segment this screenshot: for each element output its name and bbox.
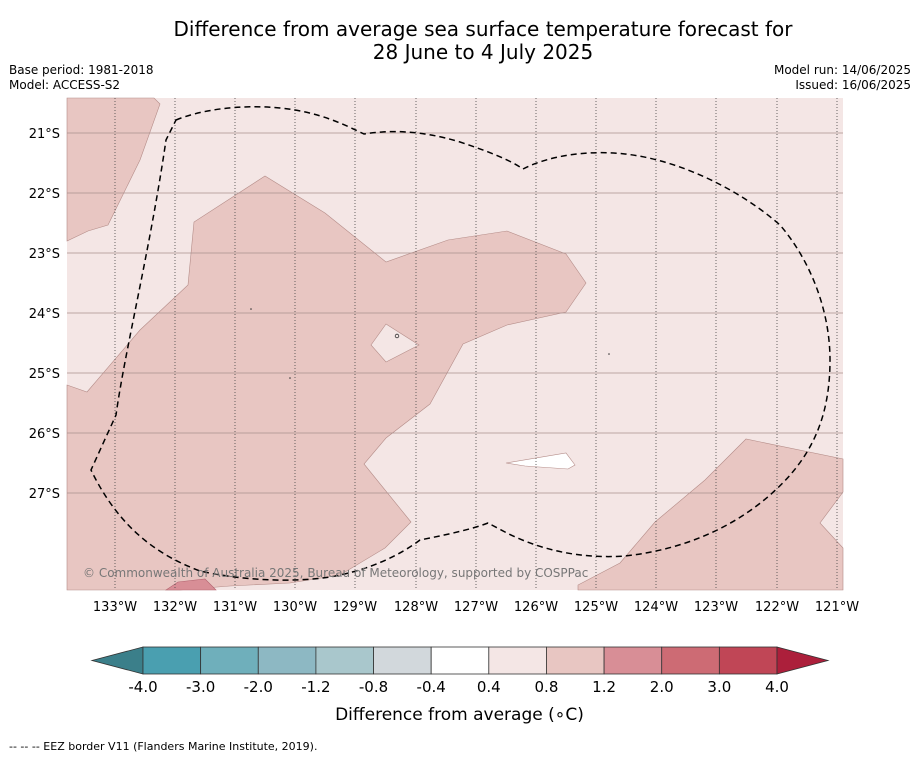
anomaly-region-northwest [66, 97, 161, 242]
colorbar-swatch [257, 646, 317, 675]
model-run: Model run: 14/06/2025 [773, 63, 911, 77]
colorbar-tick-label: 0.8 [535, 678, 559, 696]
colorbar-title-text: Difference from average (∘C) [335, 705, 584, 725]
colorbar-tick-label: -0.8 [359, 678, 388, 696]
lon-label: 130°W [273, 600, 317, 615]
map-title: Difference from average sea surface temp… [0, 18, 919, 64]
colorbar-extend-high [776, 646, 830, 675]
copyright-notice: © Commonwealth of Australia 2025, Bureau… [83, 566, 589, 580]
lat-label: 27°S [29, 487, 60, 502]
colorbar-swatch [373, 646, 432, 675]
colorbar-tick-label: -2.0 [244, 678, 273, 696]
colorbar-swatch [142, 646, 202, 675]
colorbar-tick-label: 0.4 [477, 678, 501, 696]
lat-label: 25°S [29, 367, 60, 382]
small-contour-2 [250, 308, 252, 310]
lon-label: 125°W [574, 600, 618, 615]
lon-label: 121°W [815, 600, 859, 615]
colorbar-swatch [546, 646, 605, 675]
colorbar-title: Difference from average (∘C) [0, 705, 919, 725]
colorbar-tick-label: 2.0 [650, 678, 674, 696]
lon-label: 124°W [634, 600, 678, 615]
latitude-labels: 21°S 22°S 23°S 24°S 25°S 26°S 27°S [29, 127, 60, 502]
colorbar-labels: -4.0 -3.0 -2.0 -1.2 -0.8 -0.4 0.4 0.8 1.2 2.0 3.0 4… [128, 678, 789, 696]
anomaly-region-warm [165, 578, 217, 591]
eez-border [90, 106, 831, 581]
small-contour-1 [394, 333, 400, 339]
colorbar-tick-label: -4.0 [128, 678, 157, 696]
base-period: Base period: 1981-2018 [9, 63, 154, 77]
colorbar-swatch [315, 646, 374, 675]
meta-right: Model run: 14/06/2025 Issued: 16/06/2025 [774, 63, 911, 93]
colorbar-tick-label: -1.2 [301, 678, 330, 696]
lon-label: 131°W [213, 600, 257, 615]
colorbar-tick-label: -0.4 [417, 678, 446, 696]
lon-label: 122°W [755, 600, 799, 615]
colorbar-tick-label: -3.0 [186, 678, 215, 696]
eez-footnote: -- -- -- EEZ border V11 (Flanders Marine… [9, 740, 318, 753]
anomaly-hole-lighter [370, 323, 420, 363]
small-contour-4 [608, 353, 610, 355]
lat-label: 22°S [29, 187, 60, 202]
longitude-labels: 133°W 132°W 131°W 130°W 129°W 128°W 127°… [93, 600, 859, 615]
colorbar-extend-low [90, 646, 144, 675]
colorbar-swatch [718, 646, 778, 675]
lat-label: 21°S [29, 127, 60, 142]
colorbar-swatch [603, 646, 663, 675]
colorbar-tick-label: 3.0 [707, 678, 731, 696]
title-line-1: Difference from average sea surface temp… [173, 17, 793, 41]
lon-label: 132°W [153, 600, 197, 615]
lon-label: 129°W [333, 600, 377, 615]
map-panel [66, 97, 844, 591]
model-name: Model: ACCESS-S2 [9, 78, 121, 92]
colorbar-swatch [488, 646, 547, 675]
latitude-gridlines [67, 132, 843, 494]
lat-label: 23°S [29, 247, 60, 262]
colorbar-tick-label: 4.0 [765, 678, 789, 696]
anomaly-region-main [66, 175, 587, 591]
longitude-gridlines [114, 98, 838, 590]
lon-label: 128°W [394, 600, 438, 615]
lat-label: 24°S [29, 307, 60, 322]
lon-label: 127°W [454, 600, 498, 615]
colorbar-tick-label: 1.2 [592, 678, 616, 696]
colorbar-swatch [430, 646, 490, 675]
lon-label: 133°W [93, 600, 137, 615]
small-contour-3 [289, 377, 291, 379]
title-line-2: 28 June to 4 July 2025 [372, 40, 594, 64]
colorbar-swatch [661, 646, 720, 675]
lat-label: 26°S [29, 427, 60, 442]
meta-left: Base period: 1981-2018 Model: ACCESS-S2 [9, 63, 154, 93]
colorbar [90, 646, 830, 675]
issued-date: Issued: 16/06/2025 [795, 78, 911, 92]
lon-label: 126°W [514, 600, 558, 615]
lon-label: 123°W [694, 600, 738, 615]
anomaly-region-neutral [505, 452, 576, 470]
colorbar-swatch [200, 646, 259, 675]
